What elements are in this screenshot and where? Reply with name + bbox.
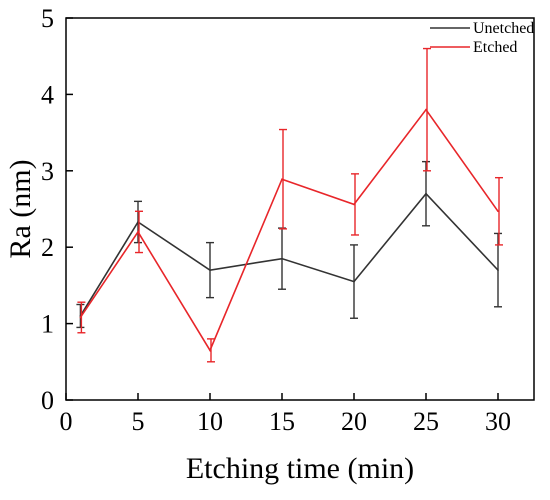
series-line-etched bbox=[79, 108, 499, 353]
series-line-unetched bbox=[79, 192, 499, 317]
series-layer bbox=[76, 47, 503, 363]
y-tick-label-1: 1 bbox=[41, 310, 54, 339]
y-tick-label-3: 3 bbox=[41, 157, 54, 186]
data-point-etched-4 bbox=[353, 203, 355, 206]
plot-frame bbox=[65, 17, 535, 401]
data-point-unetched-5 bbox=[425, 192, 427, 195]
data-point-etched-0 bbox=[79, 316, 82, 319]
legend: Unetched Etched bbox=[430, 20, 534, 56]
x-tick-label-5: 25 bbox=[413, 407, 439, 436]
data-point-unetched-6 bbox=[497, 269, 499, 271]
data-point-etched-3 bbox=[281, 178, 283, 181]
data-point-unetched-3 bbox=[281, 257, 283, 260]
series-unetched bbox=[76, 160, 502, 329]
y-axis-title: Ra (nm) bbox=[4, 159, 37, 258]
legend-label-unetched: Unetched bbox=[473, 20, 534, 37]
x-tick-label-3: 15 bbox=[269, 407, 295, 436]
x-axis-title: Etching time (min) bbox=[186, 452, 414, 485]
x-tick-label-4: 20 bbox=[341, 407, 367, 436]
x-tick-label-0: 0 bbox=[60, 407, 73, 436]
axis-ticks: 0 5 10 15 20 25 30 0 1 2 3 4 5 bbox=[41, 4, 511, 436]
data-point-unetched-4 bbox=[353, 280, 355, 283]
data-point-etched-1 bbox=[137, 231, 139, 233]
series-etched bbox=[77, 47, 503, 363]
data-point-etched-6 bbox=[497, 210, 499, 213]
y-tick-label-0: 0 bbox=[41, 386, 54, 415]
data-point-unetched-2 bbox=[209, 269, 211, 271]
x-tick-label-6: 30 bbox=[485, 407, 511, 436]
y-tick-label-5: 5 bbox=[41, 4, 54, 33]
data-point-etched-5 bbox=[425, 108, 427, 111]
x-tick-label-1: 5 bbox=[132, 407, 145, 436]
y-tick-label-4: 4 bbox=[41, 80, 54, 109]
data-point-etched-2 bbox=[209, 349, 211, 352]
legend-label-etched: Etched bbox=[473, 39, 517, 56]
y-tick-label-2: 2 bbox=[41, 233, 54, 262]
x-tick-label-2: 10 bbox=[197, 407, 223, 436]
